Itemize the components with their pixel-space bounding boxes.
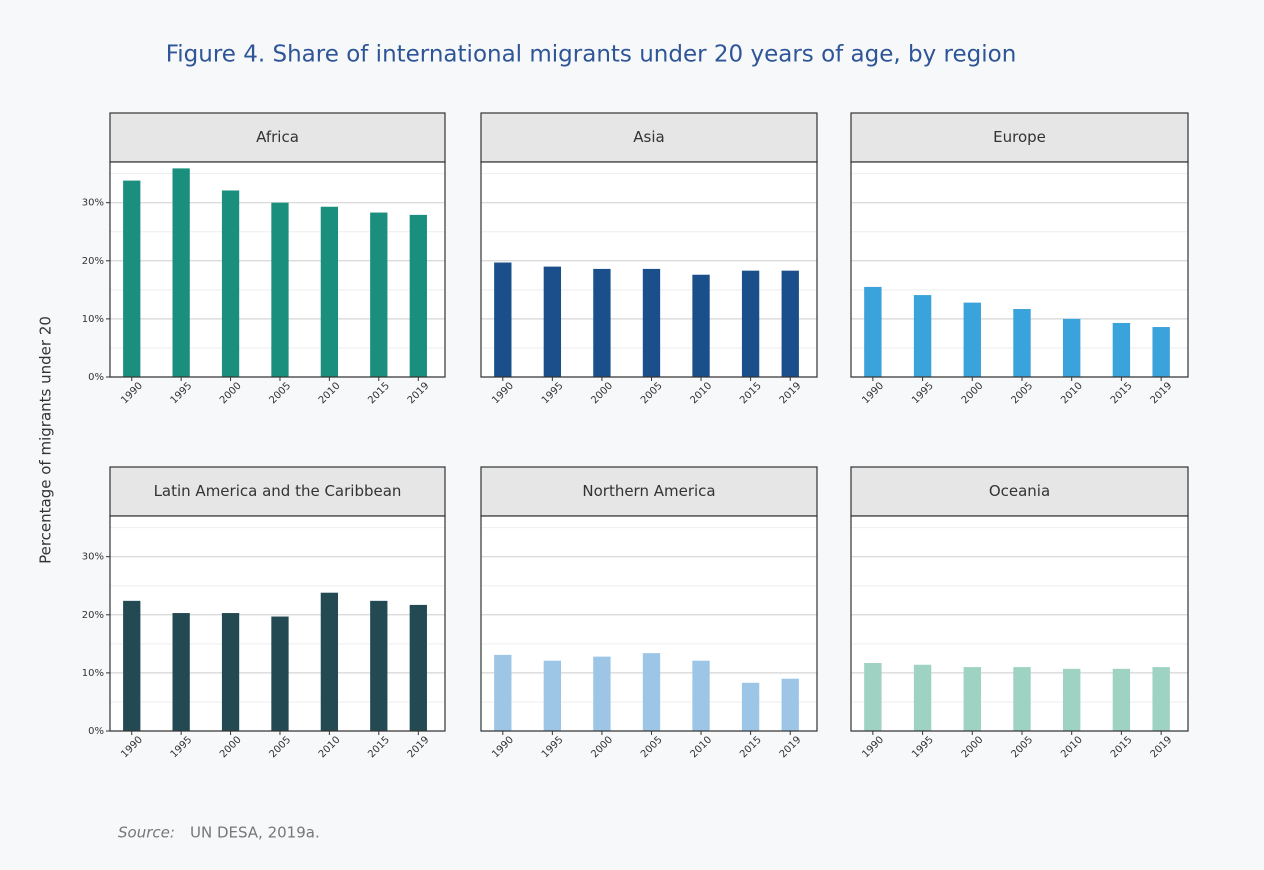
bar <box>172 168 190 377</box>
bar <box>543 660 562 731</box>
bar <box>913 664 932 731</box>
bar <box>963 302 981 377</box>
panel-header <box>109 466 446 517</box>
bar <box>642 653 661 731</box>
plot-frame <box>480 161 818 378</box>
bar <box>963 667 981 731</box>
bar <box>271 616 289 731</box>
panel-title: Asia <box>633 128 664 146</box>
panel-title: Europe <box>993 128 1046 146</box>
bar <box>1152 327 1170 377</box>
panel-header <box>480 112 818 163</box>
bar <box>1013 667 1031 731</box>
bar <box>864 663 882 731</box>
bar <box>320 592 339 731</box>
bar <box>781 678 799 731</box>
bar <box>593 656 611 731</box>
y-tick-label: 20% <box>82 610 104 621</box>
y-tick-label: 20% <box>82 256 104 267</box>
plot-frame <box>109 515 446 732</box>
bar <box>320 206 339 377</box>
bar <box>494 654 512 731</box>
y-tick-label: 0% <box>88 372 104 383</box>
bar <box>494 262 512 377</box>
bar <box>913 295 932 377</box>
panel-header <box>109 112 446 163</box>
bar <box>370 600 388 731</box>
plot-frame <box>850 161 1189 378</box>
y-tick-label: 30% <box>82 552 104 563</box>
panel-header <box>850 112 1189 163</box>
bar <box>543 266 562 377</box>
bar <box>1013 309 1031 377</box>
y-tick-label: 0% <box>88 726 104 737</box>
bar <box>123 180 141 377</box>
bar <box>409 214 427 377</box>
y-tick-label: 10% <box>82 314 104 325</box>
bar <box>221 190 240 377</box>
bar <box>271 202 289 377</box>
plot-frame <box>480 515 818 732</box>
bar <box>370 212 388 377</box>
panel-title: Africa <box>256 128 299 146</box>
bar <box>409 604 427 731</box>
bar <box>741 270 760 377</box>
plot-frame <box>109 161 446 378</box>
bar <box>1112 668 1131 731</box>
bar <box>172 613 190 731</box>
bar <box>692 660 710 731</box>
y-tick-label: 10% <box>82 668 104 679</box>
bar <box>864 286 882 377</box>
bar <box>781 270 799 377</box>
panel-header <box>850 466 1189 517</box>
panel-title: Oceania <box>989 482 1050 500</box>
panel-header <box>480 466 818 517</box>
panel-title: Northern America <box>582 482 715 500</box>
bar <box>123 600 141 731</box>
bar <box>1152 667 1170 731</box>
plot-frame <box>850 515 1189 732</box>
bar <box>221 613 240 731</box>
panel-title: Latin America and the Caribbean <box>154 482 402 500</box>
y-axis-label: Percentage of migrants under 20 <box>37 316 55 564</box>
bar <box>593 268 611 377</box>
figure-title: Figure 4. Share of international migrant… <box>166 42 1017 68</box>
bar <box>642 268 661 377</box>
bar <box>1062 668 1081 731</box>
bar <box>1062 318 1081 377</box>
bar <box>1112 322 1131 377</box>
y-tick-label: 30% <box>82 198 104 209</box>
source-label: Source: <box>118 824 175 842</box>
bar <box>741 682 760 731</box>
bar <box>692 274 710 377</box>
source: UN DESA, 2019a. <box>190 824 320 842</box>
